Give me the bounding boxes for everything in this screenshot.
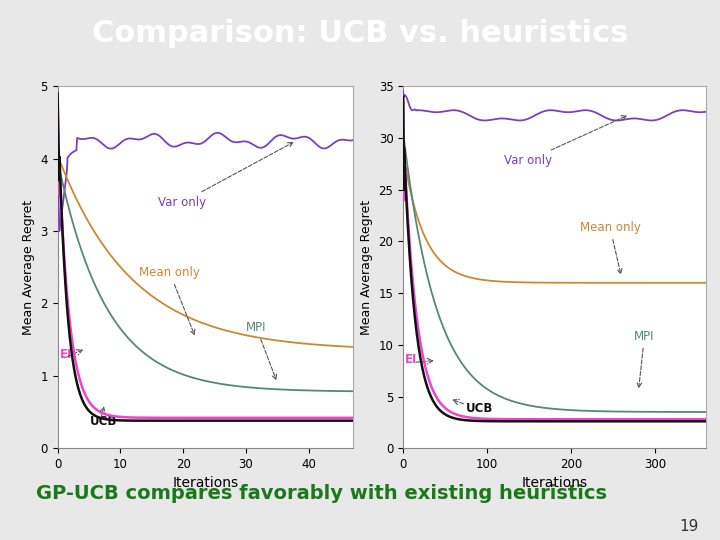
Text: 19: 19: [679, 518, 698, 534]
Text: Var only: Var only: [504, 116, 626, 167]
Text: EI: EI: [405, 354, 418, 367]
X-axis label: Iterations: Iterations: [521, 476, 588, 490]
Text: MPI: MPI: [246, 321, 276, 379]
Text: Mean only: Mean only: [139, 266, 200, 334]
Y-axis label: Mean Average Regret: Mean Average Regret: [22, 200, 35, 335]
Text: UCB: UCB: [467, 402, 494, 415]
Text: Var only: Var only: [158, 143, 293, 209]
Text: MPI: MPI: [634, 329, 654, 387]
Text: Mean only: Mean only: [580, 221, 641, 274]
Text: GP-UCB compares favorably with existing heuristics: GP-UCB compares favorably with existing …: [36, 484, 607, 503]
Y-axis label: Mean Average Regret: Mean Average Regret: [360, 200, 373, 335]
Text: Comparison: UCB vs. heuristics: Comparison: UCB vs. heuristics: [92, 19, 628, 48]
X-axis label: Iterations: Iterations: [172, 476, 238, 490]
Text: UCB: UCB: [90, 415, 117, 428]
Text: EI: EI: [60, 348, 72, 361]
